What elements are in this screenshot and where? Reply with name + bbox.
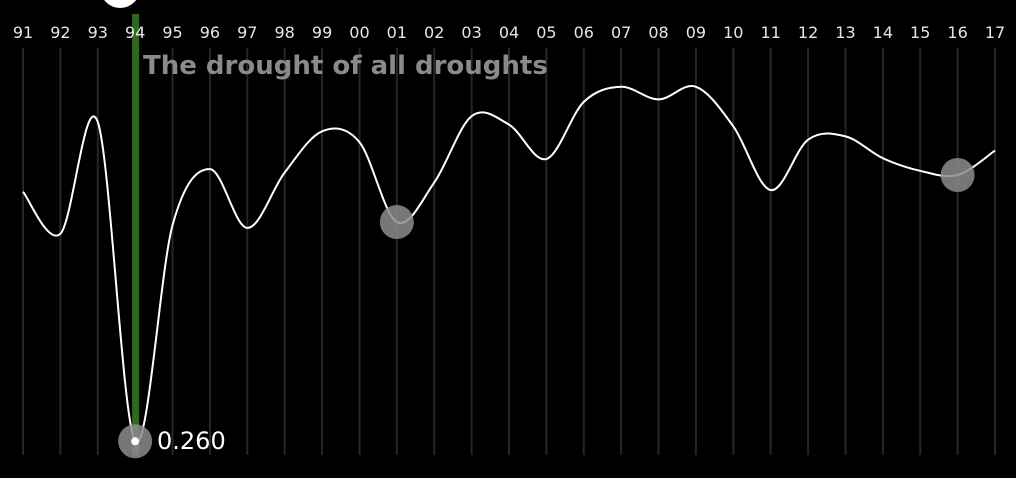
highlight-layer xyxy=(104,0,140,455)
annotation-text: The drought of all droughts xyxy=(143,51,548,81)
highlight-top-circle xyxy=(104,0,137,8)
year-label-11: 11 xyxy=(761,23,781,42)
year-label-00: 00 xyxy=(349,23,369,42)
year-label-04: 04 xyxy=(499,23,519,42)
year-label-03: 03 xyxy=(461,23,481,42)
year-label-01: 01 xyxy=(387,23,407,42)
year-label-17: 17 xyxy=(985,23,1005,42)
year-label-93: 93 xyxy=(88,23,108,42)
year-label-99: 99 xyxy=(312,23,332,42)
year-label-05: 05 xyxy=(536,23,556,42)
year-label-98: 98 xyxy=(275,23,295,42)
year-label-16: 16 xyxy=(947,23,967,42)
year-label-96: 96 xyxy=(200,23,220,42)
year-label-09: 09 xyxy=(686,23,706,42)
year-label-94: 94 xyxy=(125,23,145,42)
year-label-06: 06 xyxy=(574,23,594,42)
year-label-07: 07 xyxy=(611,23,631,42)
year-labels: 91 92 93 94 95 96 97 98 99 00 01 02 03 04 05 06 07 08 09 10… xyxy=(13,23,1005,42)
year-label-97: 97 xyxy=(237,23,257,42)
year-label-92: 92 xyxy=(50,23,70,42)
year-label-95: 95 xyxy=(162,23,182,42)
year-label-91: 91 xyxy=(13,23,33,42)
highlight-bar xyxy=(132,14,140,455)
year-label-14: 14 xyxy=(873,23,893,42)
year-label-02: 02 xyxy=(424,23,444,42)
marker-01 xyxy=(379,205,414,240)
gridlines xyxy=(22,48,996,455)
year-label-12: 12 xyxy=(798,23,818,42)
highlight-point xyxy=(131,437,140,446)
marker-16 xyxy=(940,158,975,192)
year-label-08: 08 xyxy=(648,23,668,42)
year-label-10: 10 xyxy=(723,23,743,42)
year-label-13: 13 xyxy=(835,23,855,42)
markers xyxy=(118,158,975,459)
value-label: 0.260 xyxy=(157,427,226,455)
year-label-15: 15 xyxy=(910,23,930,42)
